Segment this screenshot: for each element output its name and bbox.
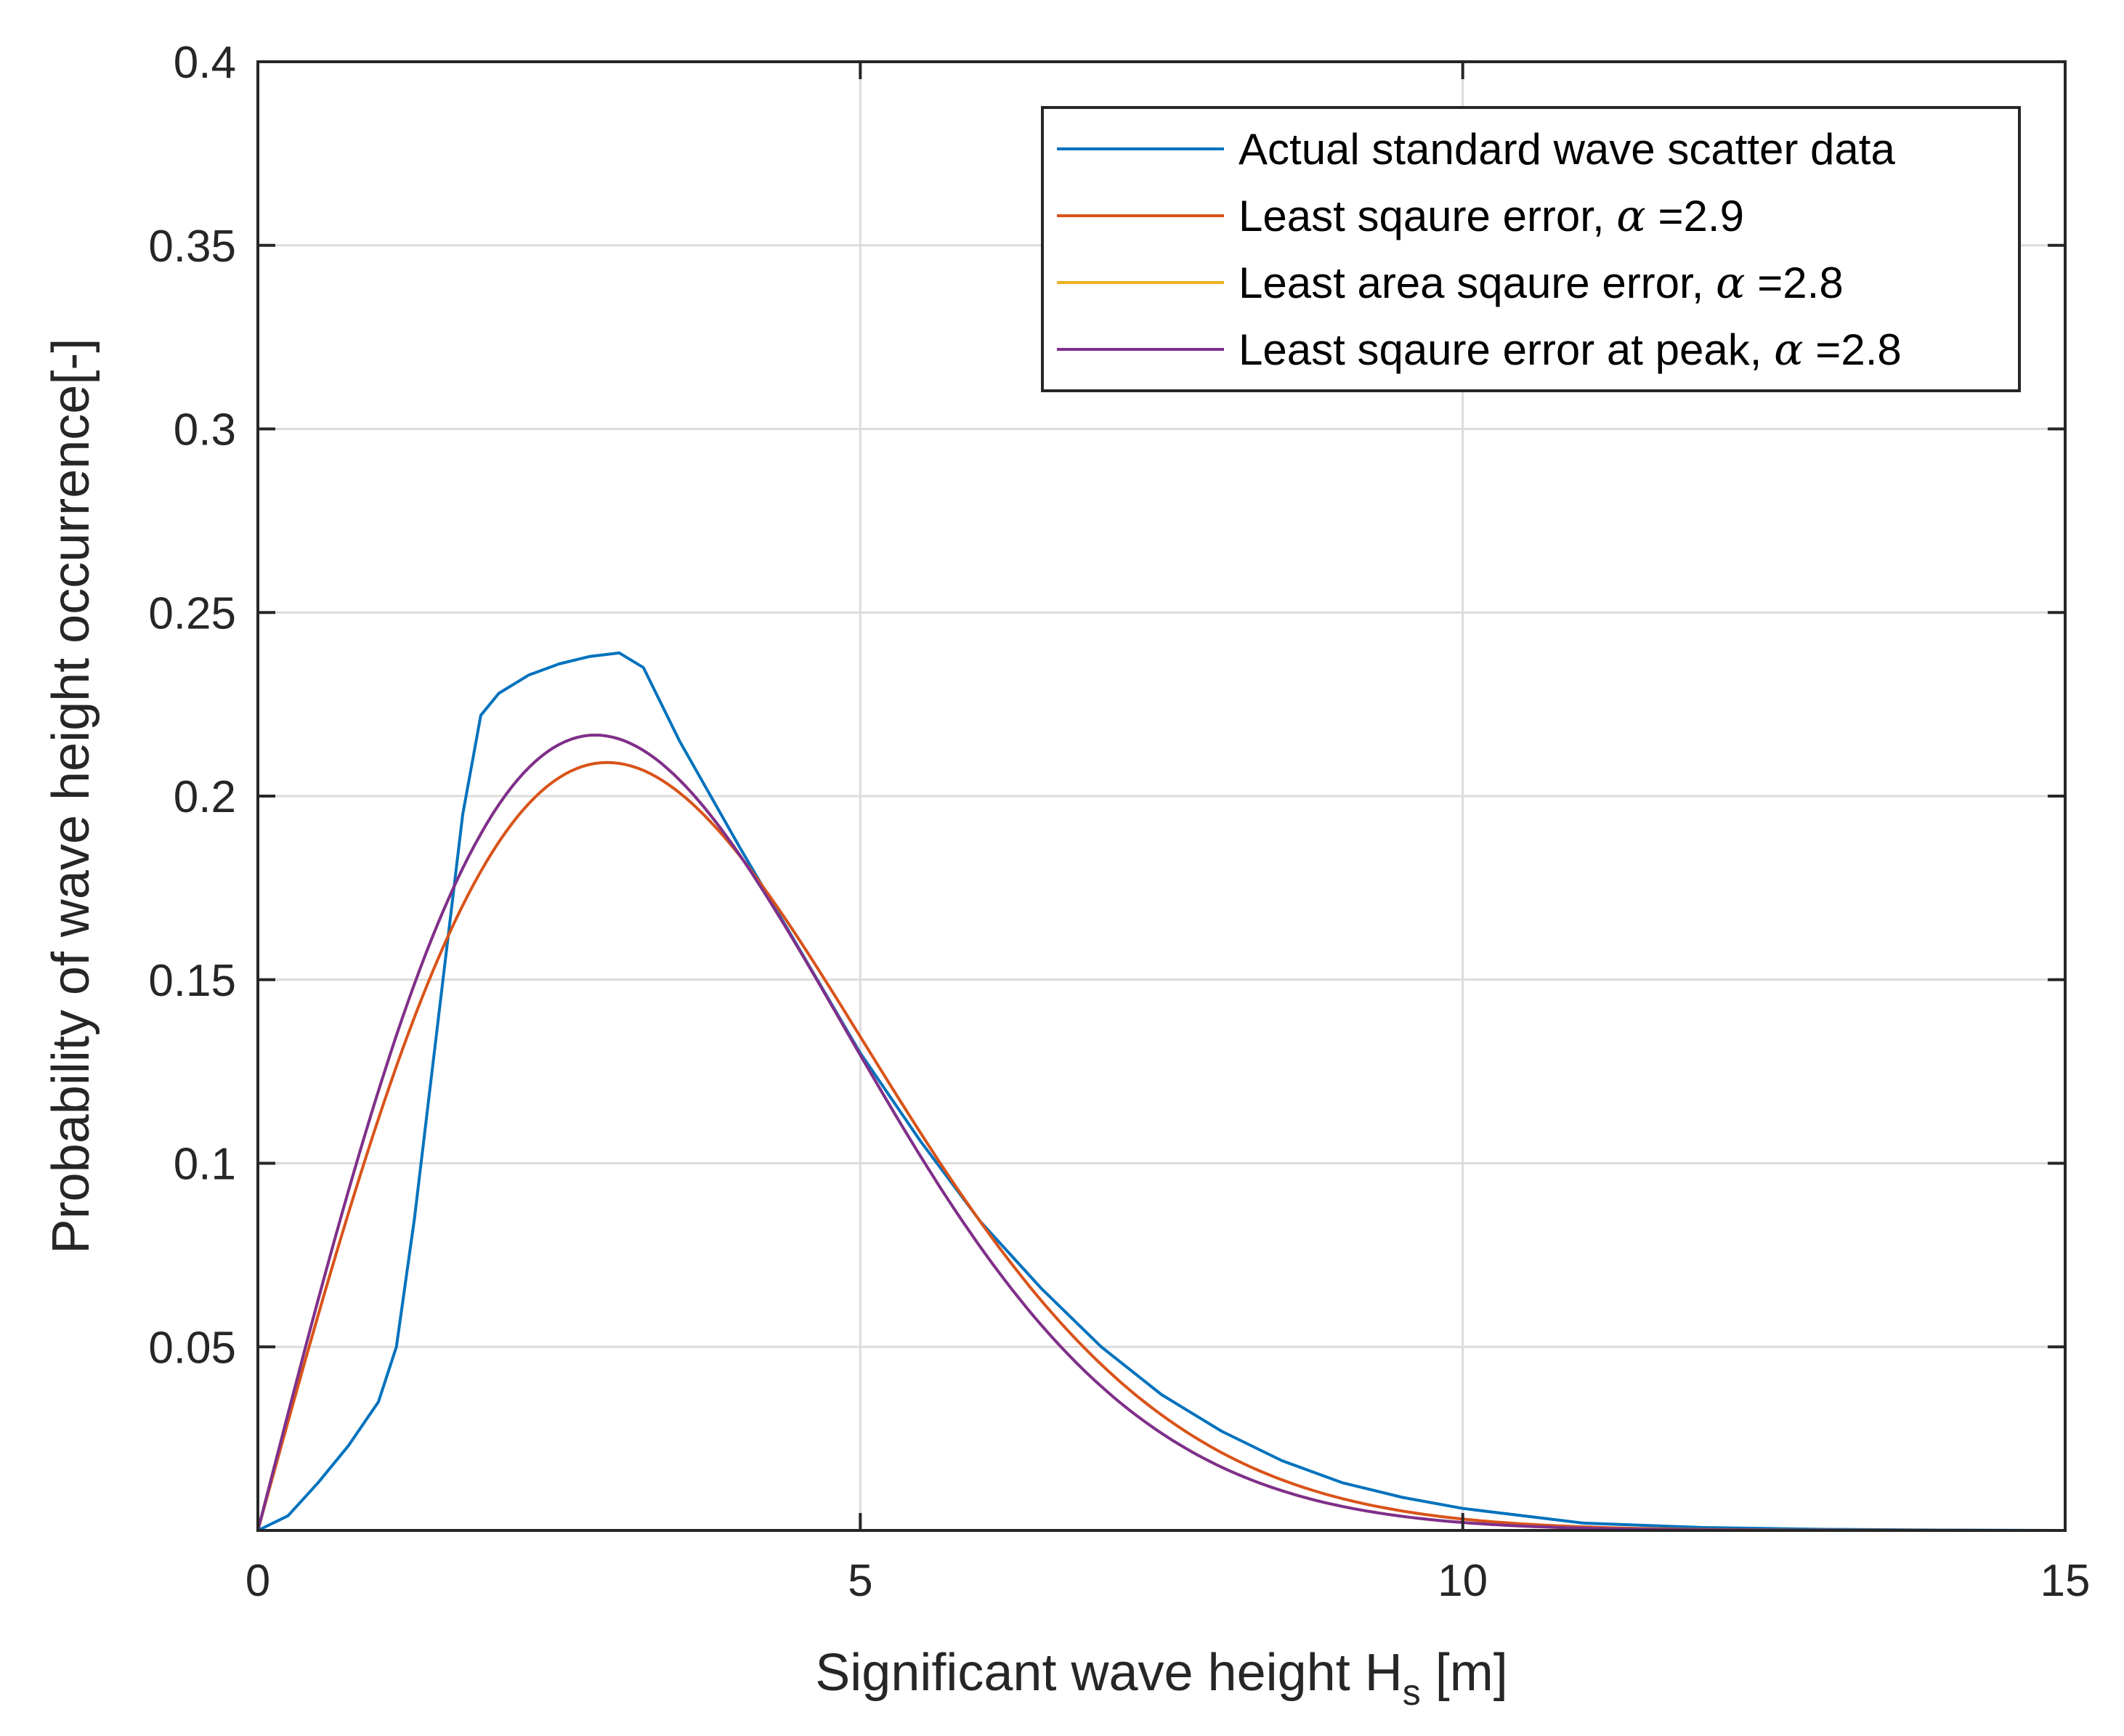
legend-alpha-symbol: α [1774, 325, 1804, 376]
legend-alpha-value: =2.9 [1646, 192, 1744, 240]
y-tick-label: 0.25 [148, 588, 236, 638]
legend-label-1: Actual standard wave scatter data [1239, 125, 1895, 174]
legend-box [1041, 106, 2021, 392]
y-tick-label: 0.4 [174, 38, 236, 88]
legend: Actual standard wave scatter data Least s… [1041, 106, 2021, 392]
legend-label-2: Least sqaure error, α =2.9 [1239, 191, 1744, 242]
legend-label-3: Least area sqaure error, α =2.8 [1239, 258, 1844, 309]
y-tick-label: 0.35 [148, 222, 236, 272]
legend-label-text: Actual standard wave scatter data [1239, 125, 1895, 174]
x-axis-title-main: Significant wave height H [815, 1644, 1402, 1702]
legend-label-text: Least sqaure error, [1239, 192, 1616, 240]
y-tick-label: 0.3 [174, 405, 236, 455]
x-axis-title-subscript: s [1403, 1672, 1421, 1713]
x-tick-label: 5 [848, 1556, 872, 1606]
grid [258, 62, 2065, 1530]
tick-labels: 0 5 10 15 0.05 0.1 0.15 0.2 0.25 0.3 0.35 0.4 [148, 38, 2090, 1606]
legend-label-text: Least area sqaure error, [1239, 259, 1716, 307]
y-tick-label: 0.15 [148, 956, 236, 1006]
x-axis-title: Significant wave height Hs [m] [815, 1644, 1507, 1713]
x-tick-label: 0 [246, 1556, 270, 1606]
legend-alpha-value: =2.8 [1804, 325, 1902, 374]
legend-label-text: Least sqaure error at peak, [1239, 325, 1774, 374]
legend-label-4: Least sqaure error at peak, α =2.8 [1239, 325, 1902, 376]
legend-alpha-symbol: α [1616, 191, 1646, 242]
series-line-1 [256, 651, 2067, 1532]
y-tick-label: 0.2 [174, 772, 236, 822]
x-tick-label: 10 [1438, 1556, 1488, 1606]
x-tick-label: 15 [2040, 1556, 2091, 1606]
y-axis-title: Probability of wave height occurrence[-] [42, 338, 100, 1254]
ticks [256, 60, 2067, 1530]
y-tick-label: 0.1 [174, 1140, 236, 1190]
legend-alpha-value: =2.8 [1746, 259, 1844, 307]
x-axis-title-unit: [m] [1421, 1644, 1508, 1702]
y-tick-label: 0.05 [148, 1323, 236, 1373]
legend-alpha-symbol: α [1716, 258, 1746, 309]
